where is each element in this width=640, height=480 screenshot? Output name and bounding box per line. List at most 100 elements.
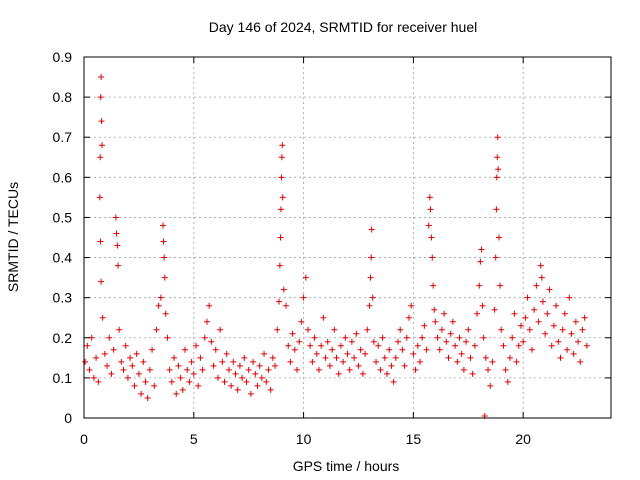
data-point xyxy=(256,362,263,369)
data-point xyxy=(538,274,545,281)
data-point xyxy=(252,370,259,377)
data-point xyxy=(370,338,377,345)
data-point xyxy=(335,370,342,377)
data-point xyxy=(199,366,206,373)
data-point xyxy=(491,306,498,313)
data-point xyxy=(344,350,351,357)
data-point xyxy=(364,326,371,333)
plot-frame xyxy=(83,56,612,419)
data-point xyxy=(277,234,284,241)
data-point xyxy=(401,362,408,369)
data-point xyxy=(506,354,513,361)
data-point xyxy=(526,326,533,333)
data-point xyxy=(96,194,103,201)
data-point xyxy=(331,326,338,333)
data-point xyxy=(359,370,366,377)
data-point xyxy=(581,314,588,321)
data-point xyxy=(322,354,329,361)
data-point xyxy=(275,298,282,305)
data-point xyxy=(146,366,153,373)
data-point xyxy=(90,374,97,381)
data-point xyxy=(392,354,399,361)
data-point xyxy=(173,390,180,397)
data-point xyxy=(164,334,171,341)
data-point xyxy=(142,378,149,385)
data-point xyxy=(230,358,237,365)
data-point xyxy=(471,342,478,349)
data-point xyxy=(84,342,91,349)
data-point xyxy=(495,166,502,173)
data-point xyxy=(577,358,584,365)
y-axis-label: SRMTID / TECUs xyxy=(5,182,21,292)
data-point xyxy=(98,118,105,125)
data-point xyxy=(116,326,123,333)
data-point xyxy=(452,342,459,349)
data-point xyxy=(493,174,500,181)
data-point xyxy=(324,338,331,345)
data-point xyxy=(133,350,140,357)
data-point xyxy=(274,326,281,333)
grid-lines xyxy=(84,57,611,418)
data-point xyxy=(368,226,375,233)
x-tick-label: 15 xyxy=(406,431,422,447)
data-point xyxy=(504,378,511,385)
data-point xyxy=(124,374,131,381)
data-point xyxy=(561,310,568,317)
data-point xyxy=(234,386,241,393)
data-point xyxy=(429,254,436,261)
data-point xyxy=(223,350,230,357)
data-point xyxy=(467,354,474,361)
data-point xyxy=(101,350,108,357)
data-point xyxy=(225,366,232,373)
data-point xyxy=(498,326,505,333)
data-point xyxy=(287,358,294,365)
data-point xyxy=(280,286,287,293)
data-point xyxy=(351,354,358,361)
data-point xyxy=(171,354,178,361)
x-tick-label: 20 xyxy=(515,431,531,447)
y-tick-label: 0.1 xyxy=(53,370,73,386)
data-point xyxy=(367,274,374,281)
data-point xyxy=(568,330,575,337)
data-point xyxy=(160,222,167,229)
data-point xyxy=(144,394,151,401)
data-point xyxy=(98,74,105,81)
data-point xyxy=(201,334,208,341)
data-point xyxy=(539,298,546,305)
data-point xyxy=(112,214,119,221)
data-point xyxy=(151,382,158,389)
data-point xyxy=(217,326,224,333)
data-point xyxy=(474,310,481,317)
data-point xyxy=(247,390,254,397)
data-point xyxy=(228,382,235,389)
x-tick-label: 5 xyxy=(190,431,198,447)
data-point xyxy=(432,318,439,325)
data-point xyxy=(557,354,564,361)
data-point xyxy=(355,362,362,369)
data-point xyxy=(348,338,355,345)
data-point xyxy=(155,302,162,309)
y-tick-label: 0 xyxy=(64,410,72,426)
data-point xyxy=(254,382,261,389)
data-point xyxy=(346,366,353,373)
y-tick-label: 0.8 xyxy=(53,89,73,105)
data-point xyxy=(479,302,486,309)
data-point xyxy=(115,262,122,269)
data-point xyxy=(114,242,121,249)
data-point xyxy=(579,326,586,333)
data-point xyxy=(318,342,325,349)
data-point xyxy=(131,382,138,389)
data-point xyxy=(214,374,221,381)
data-point xyxy=(337,342,344,349)
data-point xyxy=(113,230,120,237)
data-point xyxy=(494,154,501,161)
data-point xyxy=(434,334,441,341)
data-point xyxy=(520,338,527,345)
y-tick-label: 0.2 xyxy=(53,330,73,346)
data-point xyxy=(279,142,286,149)
data-point xyxy=(395,338,402,345)
data-point xyxy=(583,342,590,349)
data-point xyxy=(397,326,404,333)
data-point xyxy=(469,370,476,377)
